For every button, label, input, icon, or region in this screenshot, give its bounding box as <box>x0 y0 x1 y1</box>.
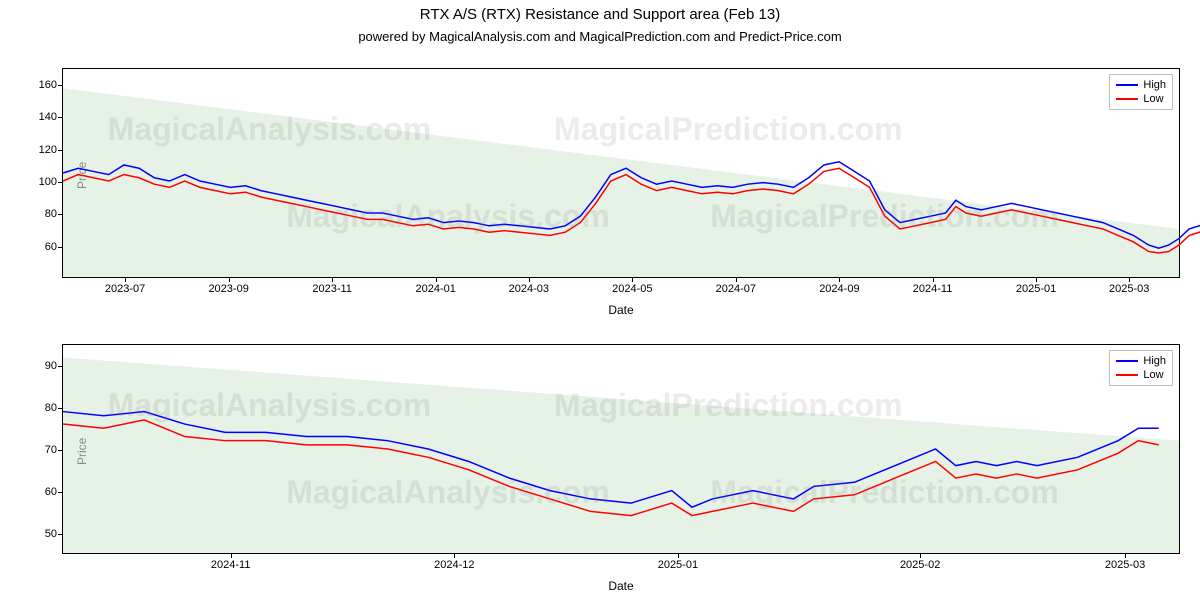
y-tick-label: 70 <box>45 444 57 456</box>
y-tick-label: 50 <box>45 528 57 540</box>
chart-title: RTX A/S (RTX) Resistance and Support are… <box>0 6 1200 23</box>
bottom-chart-plot <box>63 345 1179 553</box>
x-tick-label: 2023-07 <box>105 283 145 295</box>
y-tick-label: 60 <box>45 241 57 253</box>
x-tick-label: 2024-11 <box>211 559 251 571</box>
x-tick-label: 2025-02 <box>900 559 940 571</box>
legend-item-high: High <box>1116 354 1166 368</box>
y-tick-label: 60 <box>45 486 57 498</box>
bottom-chart-panel: Price High Low MagicalAnalysis.com Magic… <box>62 344 1180 554</box>
legend: High Low <box>1109 350 1173 386</box>
top-chart-panel: Price High Low MagicalAnalysis.com Magic… <box>62 68 1180 278</box>
legend-label-low: Low <box>1143 92 1163 106</box>
top-x-axis-label: Date <box>608 303 633 317</box>
legend-label-high: High <box>1143 78 1166 92</box>
y-tick-label: 80 <box>45 402 57 414</box>
legend-item-high: High <box>1116 78 1166 92</box>
chart-subtitle: powered by MagicalAnalysis.com and Magic… <box>0 29 1200 44</box>
legend-label-high: High <box>1143 354 1166 368</box>
x-tick-label: 2024-05 <box>612 283 652 295</box>
legend-swatch-low <box>1116 374 1138 376</box>
x-tick-label: 2024-07 <box>716 283 756 295</box>
legend-label-low: Low <box>1143 368 1163 382</box>
y-tick-label: 80 <box>45 208 57 220</box>
legend-swatch-high <box>1116 360 1138 362</box>
x-tick-label: 2023-09 <box>208 283 248 295</box>
x-tick-label: 2024-01 <box>415 283 455 295</box>
y-tick-label: 90 <box>45 360 57 372</box>
bottom-x-axis-label: Date <box>608 579 633 593</box>
y-tick-label: 160 <box>39 79 57 91</box>
x-tick-label: 2024-12 <box>434 559 474 571</box>
x-tick-label: 2024-09 <box>819 283 859 295</box>
x-tick-label: 2024-03 <box>509 283 549 295</box>
top-chart-plot <box>63 69 1179 277</box>
y-tick-label: 120 <box>39 144 57 156</box>
x-tick-label: 2025-01 <box>1016 283 1056 295</box>
y-tick-label: 100 <box>39 176 57 188</box>
legend-item-low: Low <box>1116 92 1166 106</box>
legend-item-low: Low <box>1116 368 1166 382</box>
figure: RTX A/S (RTX) Resistance and Support are… <box>0 6 1200 606</box>
x-tick-label: 2024-11 <box>913 283 953 295</box>
x-tick-label: 2025-01 <box>658 559 698 571</box>
x-tick-label: 2023-11 <box>312 283 352 295</box>
y-tick-label: 140 <box>39 111 57 123</box>
legend: High Low <box>1109 74 1173 110</box>
legend-swatch-low <box>1116 98 1138 100</box>
legend-swatch-high <box>1116 84 1138 86</box>
x-tick-label: 2025-03 <box>1109 283 1149 295</box>
x-tick-label: 2025-03 <box>1105 559 1145 571</box>
